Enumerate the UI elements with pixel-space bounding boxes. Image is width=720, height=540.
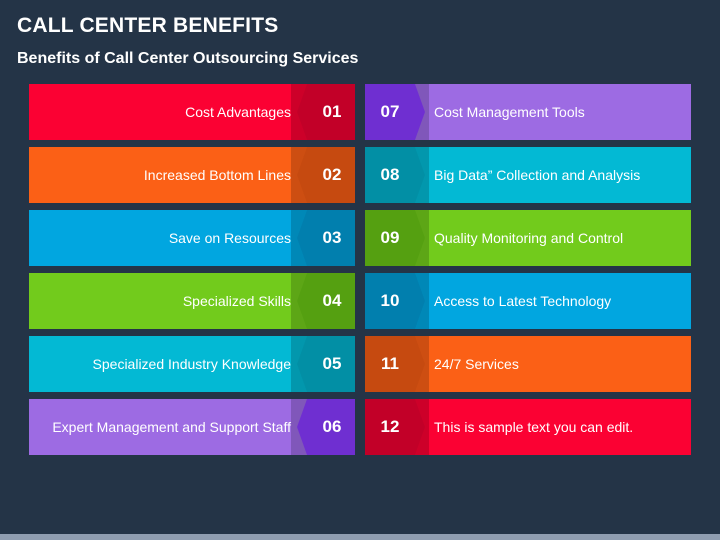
number-badge [297,399,355,455]
benefit-card-shape [365,336,691,392]
bottom-bar [0,534,720,540]
card-background [29,147,355,203]
number-badge [365,147,425,203]
benefit-label: Increased Bottom Lines [143,166,291,183]
benefit-card-shape [29,84,355,140]
card-background [365,336,691,392]
badge-notch-shadow [415,273,429,329]
benefit-number: 10 [380,291,400,310]
benefit-card: 08 Big Data” Collection and Analysis [365,147,691,203]
badge-notch-shadow [415,210,429,266]
number-badge [297,147,355,203]
benefit-number: 02 [322,165,342,184]
benefit-label: Big Data” Collection and Analysis [434,166,641,183]
benefit-card: 02 Increased Bottom Lines [29,147,355,203]
card-background [29,399,355,455]
badge-notch-shadow [291,336,307,392]
card-background [365,147,691,203]
benefit-number: 01 [322,102,342,121]
slide-title: CALL CENTER BENEFITS [17,14,279,37]
benefit-card: 11 24/7 Services [365,336,691,392]
number-badge [297,336,355,392]
benefit-number: 05 [322,354,342,373]
benefit-number: 11 [381,354,399,373]
benefit-card: 07 Cost Management Tools [365,84,691,140]
benefit-number: 09 [380,228,400,247]
benefit-number: 07 [380,102,400,121]
benefit-card-shape [29,273,355,329]
benefit-label: Quality Monitoring and Control [434,229,624,246]
benefit-card: 03 Save on Resources [29,210,355,266]
benefit-number: 03 [322,228,342,247]
benefit-card-shape [365,84,691,140]
benefit-number: 06 [322,417,342,436]
badge-notch-shadow [291,84,307,140]
benefit-card-shape [365,147,691,203]
card-background [29,210,355,266]
benefit-card-shape [29,399,355,455]
card-background [29,336,355,392]
badge-notch-shadow [415,336,429,392]
benefit-card: 05 Specialized Industry Knowledge [29,336,355,392]
benefit-label: Cost Management Tools [434,103,585,120]
benefit-label: Access to Latest Technology [434,292,612,309]
benefit-card-shape [365,210,691,266]
number-badge [365,399,425,455]
badge-notch-shadow [291,273,307,329]
benefit-label: Cost Advantages [185,103,291,120]
benefit-card: 01 Cost Advantages [29,84,355,140]
benefit-card-shape [29,336,355,392]
number-badge [297,210,355,266]
number-badge [365,336,425,392]
benefit-label: Save on Resources [168,229,291,246]
card-background [365,399,691,455]
benefit-number: 08 [380,165,400,184]
benefit-card: 12 This is sample text you can edit. [365,399,691,455]
number-badge [365,273,425,329]
badge-notch-shadow [415,84,429,140]
benefit-number: 04 [322,291,342,310]
number-badge [297,84,355,140]
slide-subtitle: Benefits of Call Center Outsourcing Serv… [17,50,359,67]
benefit-number: 12 [380,417,400,436]
benefit-label: Expert Management and Support Staff [52,418,291,435]
number-badge [365,84,425,140]
badge-notch-shadow [415,399,429,455]
badge-notch-shadow [291,210,307,266]
benefit-card-shape [29,210,355,266]
benefit-card: 10 Access to Latest Technology [365,273,691,329]
card-background [365,84,691,140]
benefit-label: 24/7 Services [434,355,519,372]
card-background [29,273,355,329]
badge-notch-shadow [291,147,307,203]
benefit-card-shape [29,147,355,203]
benefit-label: Specialized Skills [182,292,291,309]
benefit-card-shape [365,273,691,329]
benefit-card: 04 Specialized Skills [29,273,355,329]
benefit-label: This is sample text you can edit. [434,418,634,435]
number-badge [297,273,355,329]
benefit-card: 09 Quality Monitoring and Control [365,210,691,266]
card-background [365,273,691,329]
benefit-label: Specialized Industry Knowledge [92,355,291,372]
benefit-card-shape [365,399,691,455]
badge-notch-shadow [415,147,429,203]
benefit-card: 06 Expert Management and Support Staff [29,399,355,455]
card-background [29,84,355,140]
badge-notch-shadow [291,399,307,455]
card-background [365,210,691,266]
number-badge [365,210,425,266]
